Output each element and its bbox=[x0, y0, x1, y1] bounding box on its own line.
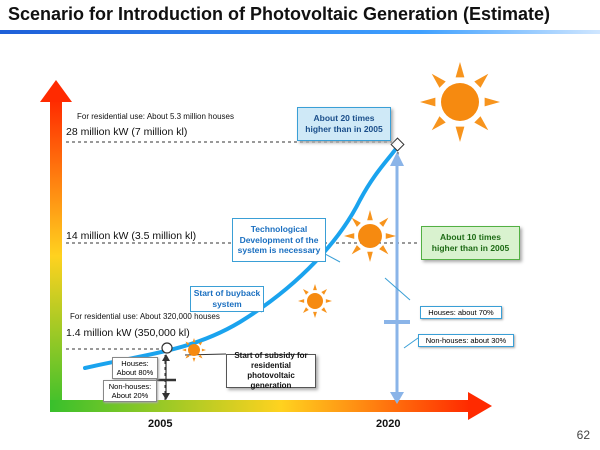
x-axis-arrowhead bbox=[468, 392, 492, 420]
sun-ray bbox=[321, 307, 328, 314]
callout-tech-development: Technological Development of the system … bbox=[232, 218, 326, 262]
callout-20-times-line1: About 20 times bbox=[313, 113, 375, 124]
nonhouses-2020-pointer bbox=[403, 337, 419, 349]
page-number: 62 bbox=[576, 428, 590, 442]
sun-ray bbox=[321, 288, 328, 295]
nonhouses-2020-box: Non-houses: about 30% bbox=[418, 334, 514, 347]
marker-2020 bbox=[390, 137, 405, 152]
callout-buyback: Start of buyback system bbox=[190, 286, 264, 312]
callout-10-times: About 10 times higher than in 2005 bbox=[421, 226, 520, 260]
sun-ray bbox=[185, 354, 190, 359]
y-axis-shaft bbox=[50, 100, 62, 412]
x-tick-2020: 2020 bbox=[376, 418, 401, 430]
sun-ray bbox=[198, 341, 203, 346]
sun-ray bbox=[185, 341, 190, 346]
buyback-line2: system bbox=[212, 299, 242, 309]
sun-ray bbox=[298, 299, 305, 303]
sun-ray bbox=[182, 348, 187, 352]
subsidy-line2: residential photovoltaic bbox=[247, 361, 295, 380]
tech-line3: system is necessary bbox=[237, 245, 321, 256]
sun-ray bbox=[431, 73, 446, 88]
houses-2005-box: Houses: About 80% bbox=[112, 357, 158, 379]
sun-ray bbox=[484, 97, 500, 107]
sun-icon bbox=[182, 338, 206, 362]
sun-ray bbox=[302, 288, 309, 295]
sun-ray bbox=[351, 217, 361, 227]
sun-ray bbox=[344, 233, 355, 239]
nonhouses-2005-box: Non-houses: About 20% bbox=[103, 380, 157, 402]
growth-curve bbox=[83, 144, 400, 370]
sun-ray bbox=[192, 357, 196, 362]
nonhouses-2005-line1: Non-houses: bbox=[108, 382, 152, 391]
sun-ray bbox=[302, 307, 309, 314]
x-tick-2005: 2005 bbox=[148, 418, 173, 430]
level-value-28m: 28 million kW (7 million kl) bbox=[66, 126, 188, 138]
sun-ray bbox=[367, 210, 373, 221]
level-note-28m: For residential use: About 5.3 million h… bbox=[77, 112, 234, 121]
houses-2020-box: Houses: about 70% bbox=[420, 306, 502, 319]
title-underline bbox=[0, 30, 600, 34]
sun-ray bbox=[474, 116, 489, 131]
houses-2005-line1: Houses: bbox=[121, 359, 149, 368]
sun-ray bbox=[325, 299, 332, 303]
tech-line1: Technological bbox=[250, 224, 308, 235]
sun-icon bbox=[420, 62, 500, 142]
sun-ray bbox=[201, 348, 206, 352]
sun-ray bbox=[192, 338, 196, 343]
subsidy-line3: generation bbox=[250, 381, 292, 390]
sun-icon bbox=[298, 284, 332, 318]
nonhouses-2005-line2: About 20% bbox=[111, 391, 149, 400]
sun-ray bbox=[474, 73, 489, 88]
sun-ray bbox=[379, 217, 389, 227]
callout-20-times-line2: higher than in 2005 bbox=[305, 124, 383, 134]
sun-disc bbox=[188, 344, 200, 356]
sun-ray bbox=[420, 97, 436, 107]
sun-ray bbox=[313, 311, 317, 318]
sun-ray bbox=[431, 116, 446, 131]
callout-subsidy: Start of subsidy for residential photovo… bbox=[226, 351, 316, 390]
sun-ray bbox=[351, 245, 361, 255]
level-value-1-4m: 1.4 million kW (350,000 kl) bbox=[66, 327, 190, 339]
sun-ray bbox=[198, 354, 203, 359]
houses-2005-line2: About 80% bbox=[116, 368, 154, 377]
tech-line2: Development of the bbox=[239, 234, 319, 245]
subsidy-line1: Start of subsidy for bbox=[234, 351, 308, 360]
level-note-1-4m: For residential use: About 320,000 house… bbox=[70, 312, 220, 321]
page-title: Scenario for Introduction of Photovoltai… bbox=[8, 4, 551, 24]
sun-ray bbox=[455, 126, 465, 142]
sun-disc bbox=[441, 83, 479, 121]
buyback-line1: Start of buyback bbox=[193, 288, 261, 299]
callout-10-times-line1: About 10 times bbox=[440, 232, 501, 243]
houses-2020-pointer bbox=[384, 277, 411, 301]
sun-icon bbox=[344, 210, 396, 262]
sun-ray bbox=[385, 233, 396, 239]
level-value-14m: 14 million kW (3.5 million kl) bbox=[66, 230, 197, 242]
sun-ray bbox=[367, 251, 373, 262]
callout-10-times-line2: higher than in 2005 bbox=[431, 243, 510, 253]
sun-ray bbox=[313, 284, 317, 291]
marker-2005 bbox=[161, 342, 173, 354]
sun-ray bbox=[379, 245, 389, 255]
sun-ray bbox=[455, 62, 465, 78]
y-axis-arrowhead bbox=[40, 80, 72, 102]
callout-20-times: About 20 times higher than in 2005 bbox=[297, 107, 391, 141]
sun-disc bbox=[358, 224, 382, 248]
sun-disc bbox=[307, 293, 323, 309]
x-axis-shaft bbox=[50, 400, 470, 412]
